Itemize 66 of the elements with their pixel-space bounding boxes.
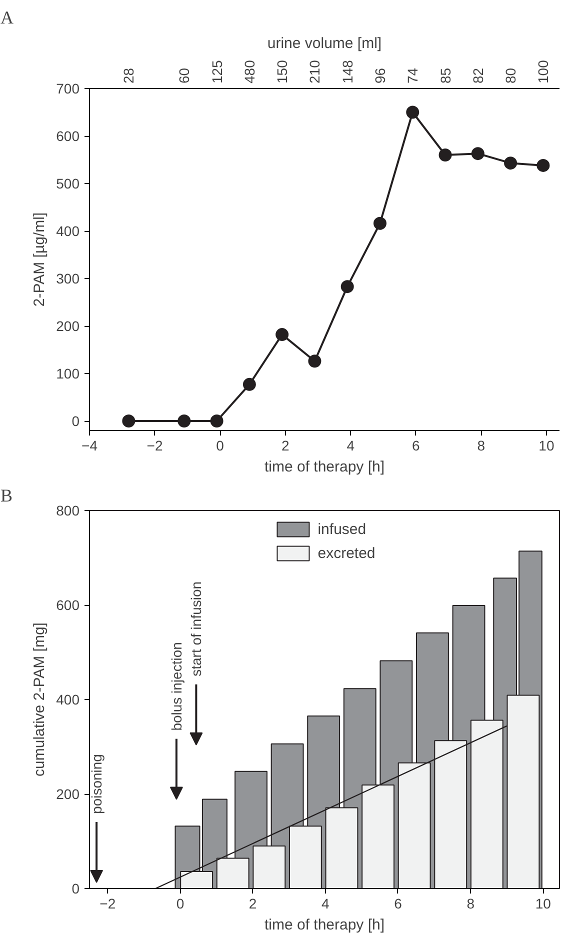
y-tick-label: 400 — [56, 692, 80, 708]
x-axis-title: time of therapy [h] — [264, 916, 385, 934]
annotation: bolus injection — [168, 642, 184, 731]
x-axis-title: time of therapy [h] — [264, 458, 385, 476]
x-tick-label: 2 — [281, 438, 290, 454]
chart-title: A — [0, 8, 14, 28]
text: 150 — [274, 60, 290, 84]
x-tick-label: 8 — [477, 438, 486, 454]
x-tick-label: −4 — [82, 438, 98, 454]
y-tick-label: 700 — [56, 80, 80, 96]
x-tick-label: 6 — [394, 896, 402, 912]
point — [471, 147, 484, 160]
point — [178, 414, 191, 428]
point — [536, 158, 550, 172]
y-tick-label: 400 — [56, 223, 80, 239]
y-axis-title: 2-PAM [µg/ml] — [31, 212, 48, 307]
text: 28 — [120, 68, 137, 84]
legend-label: excreted — [318, 544, 376, 562]
point — [438, 148, 452, 162]
x-tick-label: 10 — [535, 896, 552, 912]
x-tick-label: 0 — [176, 896, 184, 912]
chart-title: B — [0, 486, 13, 506]
x-tick-label: −2 — [146, 438, 163, 454]
point — [122, 414, 136, 428]
y-tick-label: 0 — [72, 413, 80, 429]
x-tick-label: 8 — [466, 896, 475, 912]
text: 210 — [306, 60, 323, 84]
y-tick-label: 500 — [56, 176, 80, 192]
x-tick-label: 4 — [346, 438, 355, 454]
point — [242, 378, 256, 391]
point — [308, 354, 322, 368]
y-tick-label: 200 — [56, 786, 80, 802]
y-tick-label: 800 — [56, 502, 80, 518]
point — [504, 156, 518, 170]
legend-label: infused — [318, 520, 366, 538]
text: 148 — [339, 60, 356, 84]
x-tick-label: 4 — [322, 896, 330, 912]
annotation: start of infusion — [188, 581, 204, 676]
point — [406, 106, 420, 119]
x-tick-label: 6 — [412, 438, 420, 454]
y-axis-title: cumulative 2-PAM [mg] — [31, 622, 48, 776]
x2-axis-title: urine volume [ml] — [267, 35, 382, 52]
text: 80 — [502, 68, 519, 84]
text: 480 — [241, 60, 258, 84]
text: 125 — [208, 60, 225, 84]
x-tick-label: −2 — [100, 896, 116, 912]
y-tick-label: 600 — [56, 128, 80, 144]
point — [276, 328, 289, 342]
annotation: poisoning — [88, 754, 105, 814]
y-tick-label: 300 — [56, 270, 80, 286]
point — [340, 280, 354, 294]
point — [210, 414, 224, 428]
x-tick-label: 2 — [248, 896, 257, 912]
text: 74 — [404, 68, 421, 84]
x-tick-label: 10 — [538, 438, 554, 454]
text: 82 — [470, 68, 486, 84]
y-tick-label: 100 — [56, 366, 80, 382]
y-tick-label: 600 — [56, 597, 80, 613]
text: 85 — [437, 68, 454, 84]
y-tick-label: 0 — [72, 880, 80, 896]
text: 100 — [535, 60, 552, 84]
y-tick-label: 200 — [56, 318, 80, 334]
point — [373, 216, 386, 230]
x-tick-label: 0 — [216, 438, 224, 454]
text: 60 — [176, 68, 192, 84]
text: 96 — [372, 68, 388, 84]
